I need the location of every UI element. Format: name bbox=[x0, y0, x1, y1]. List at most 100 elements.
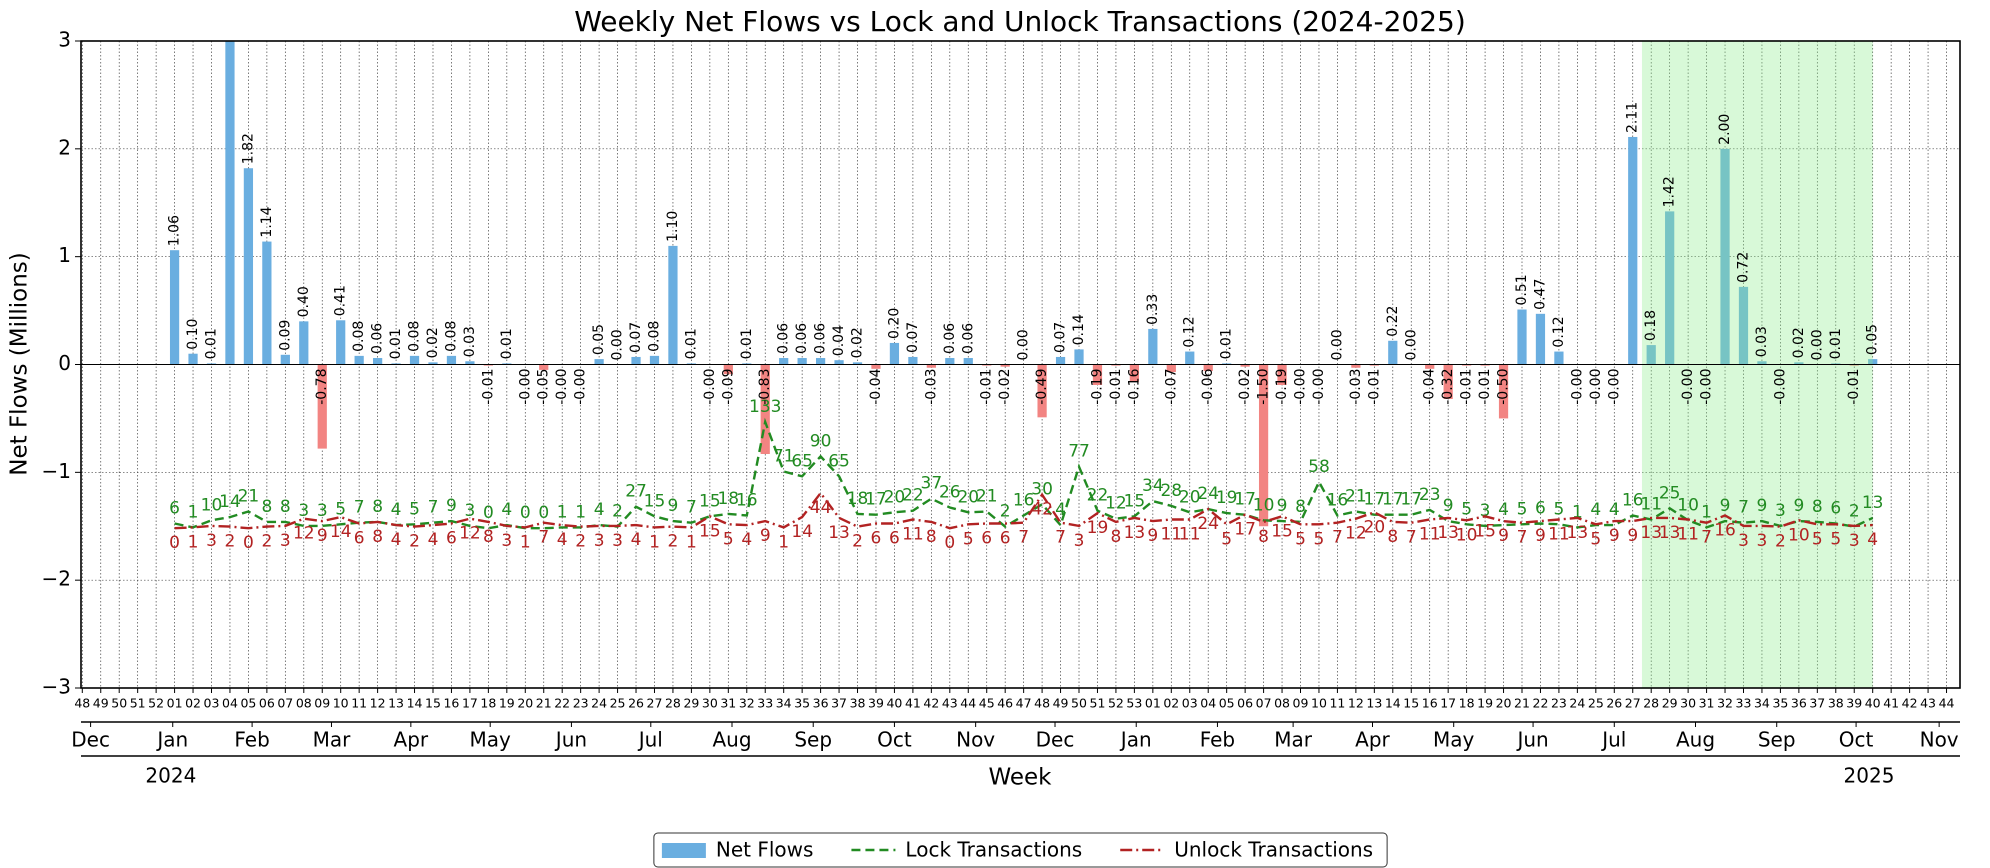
point-label: 6 bbox=[1830, 498, 1841, 518]
bar bbox=[280, 354, 290, 365]
x-tick-label: 33 bbox=[1736, 696, 1752, 711]
point-label: 11 bbox=[1179, 524, 1201, 544]
bar bbox=[1222, 363, 1232, 365]
bar-value-label: -0.04 bbox=[868, 368, 884, 404]
point-label: 4 bbox=[631, 530, 642, 550]
bar-value-label: -0.83 bbox=[757, 369, 773, 405]
point-label: 4 bbox=[557, 530, 568, 550]
point-label: 11 bbox=[1548, 524, 1570, 544]
point-label: 6 bbox=[446, 528, 457, 548]
bar bbox=[1148, 328, 1158, 365]
bar-value-label: -0.19 bbox=[1089, 369, 1105, 405]
bar bbox=[1794, 362, 1804, 365]
point-label: 1 bbox=[557, 502, 568, 522]
bar bbox=[409, 355, 420, 365]
point-label: 18 bbox=[847, 489, 869, 509]
point-label: 10 bbox=[1456, 525, 1478, 545]
bar bbox=[1425, 364, 1435, 369]
point-label: 28 bbox=[1160, 481, 1182, 501]
point-label: 8 bbox=[1812, 497, 1823, 517]
x-tick-label: 23 bbox=[573, 696, 589, 711]
point-label: 9 bbox=[1793, 496, 1804, 516]
y-tick-label: −3 bbox=[42, 675, 71, 699]
bar bbox=[1738, 286, 1749, 365]
point-label: 9 bbox=[1609, 526, 1620, 546]
bar-value-label: -0.02 bbox=[997, 369, 1013, 405]
point-label: 12 bbox=[293, 524, 315, 544]
x-tick-label: 10 bbox=[1311, 696, 1327, 711]
point-label: 4 bbox=[594, 500, 605, 520]
point-label: 16 bbox=[1327, 490, 1349, 510]
bar-value-label: -0.19 bbox=[1274, 369, 1290, 405]
bar bbox=[631, 356, 641, 365]
bar-value-label: 1.06 bbox=[167, 215, 183, 246]
point-label: 4 bbox=[1867, 530, 1878, 550]
bar-value-label: 0.00 bbox=[1809, 329, 1825, 360]
point-label: 12 bbox=[459, 524, 481, 544]
x-tick-label: 04 bbox=[1200, 696, 1216, 711]
point-label: 5 bbox=[723, 529, 734, 549]
y-tick-label: 1 bbox=[58, 243, 71, 267]
point-label: 8 bbox=[1295, 497, 1306, 517]
point-label: 3 bbox=[1074, 531, 1085, 551]
bar bbox=[742, 363, 752, 365]
point-label: 5 bbox=[1517, 499, 1528, 519]
point-label: 13 bbox=[1659, 523, 1681, 543]
point-label: 7 bbox=[1738, 498, 1749, 518]
bar bbox=[446, 355, 457, 365]
y-tick-label: −1 bbox=[42, 459, 71, 483]
x-tick-label: 03 bbox=[204, 696, 220, 711]
point-label: 16 bbox=[1013, 490, 1035, 510]
x-tick-label: 47 bbox=[1016, 696, 1032, 711]
bar bbox=[815, 358, 826, 365]
y-axis-label: Net Flows (Millions) bbox=[7, 252, 33, 475]
bar-value-label: 0.07 bbox=[905, 322, 921, 353]
bar-value-label: -0.78 bbox=[314, 369, 330, 405]
point-label: 3 bbox=[317, 501, 328, 521]
x-tick-label: 52 bbox=[148, 696, 164, 711]
point-label: 9 bbox=[1498, 526, 1509, 546]
point-label: 17 bbox=[1234, 520, 1256, 540]
x-tick-label: 20 bbox=[517, 696, 533, 711]
x-tick-label: 39 bbox=[868, 696, 884, 711]
x-tick-label: 09 bbox=[1293, 696, 1309, 711]
point-label: 34 bbox=[1142, 476, 1164, 496]
point-label: 24 bbox=[1197, 484, 1219, 504]
bar bbox=[1831, 363, 1841, 365]
bar-value-label: 0.07 bbox=[1053, 322, 1069, 353]
bar-value-label: 0.03 bbox=[462, 326, 478, 357]
y-tick-label: 3 bbox=[58, 28, 71, 52]
point-label: 1 bbox=[778, 532, 789, 552]
point-label: 16 bbox=[1622, 490, 1644, 510]
point-label: 17 bbox=[1382, 490, 1404, 510]
bar-value-label: 0.20 bbox=[886, 308, 902, 339]
bar bbox=[1462, 364, 1472, 366]
x-tick-label: 15 bbox=[425, 696, 441, 711]
bar bbox=[779, 358, 789, 365]
bar bbox=[963, 358, 973, 365]
point-label: 1 bbox=[1701, 502, 1712, 522]
bar bbox=[1074, 349, 1084, 365]
x-tick-label: 40 bbox=[1865, 696, 1881, 711]
bar bbox=[465, 361, 475, 365]
x-tick-label: 32 bbox=[1717, 696, 1733, 711]
point-label: 1 bbox=[520, 532, 531, 552]
bar bbox=[1351, 364, 1361, 368]
x-tick-label: 19 bbox=[1477, 696, 1493, 711]
x-tick-label: 13 bbox=[388, 696, 404, 711]
month-label: Jul bbox=[637, 728, 663, 752]
point-label: 10 bbox=[1253, 495, 1275, 515]
x-tick-label: 12 bbox=[370, 696, 386, 711]
point-label: 4 bbox=[741, 530, 752, 550]
x-tick-label: 35 bbox=[1772, 696, 1788, 711]
month-label: Sep bbox=[794, 728, 832, 752]
point-label: 0 bbox=[243, 533, 254, 553]
point-label: 9 bbox=[1535, 526, 1546, 546]
point-label: 11 bbox=[1677, 524, 1699, 544]
x-tick-label: 42 bbox=[1902, 696, 1918, 711]
bar-value-label: 0.06 bbox=[370, 323, 386, 354]
bar-value-label: 0.41 bbox=[333, 285, 349, 316]
x-tick-label: 02 bbox=[1163, 696, 1179, 711]
point-label: 44 bbox=[810, 498, 832, 518]
